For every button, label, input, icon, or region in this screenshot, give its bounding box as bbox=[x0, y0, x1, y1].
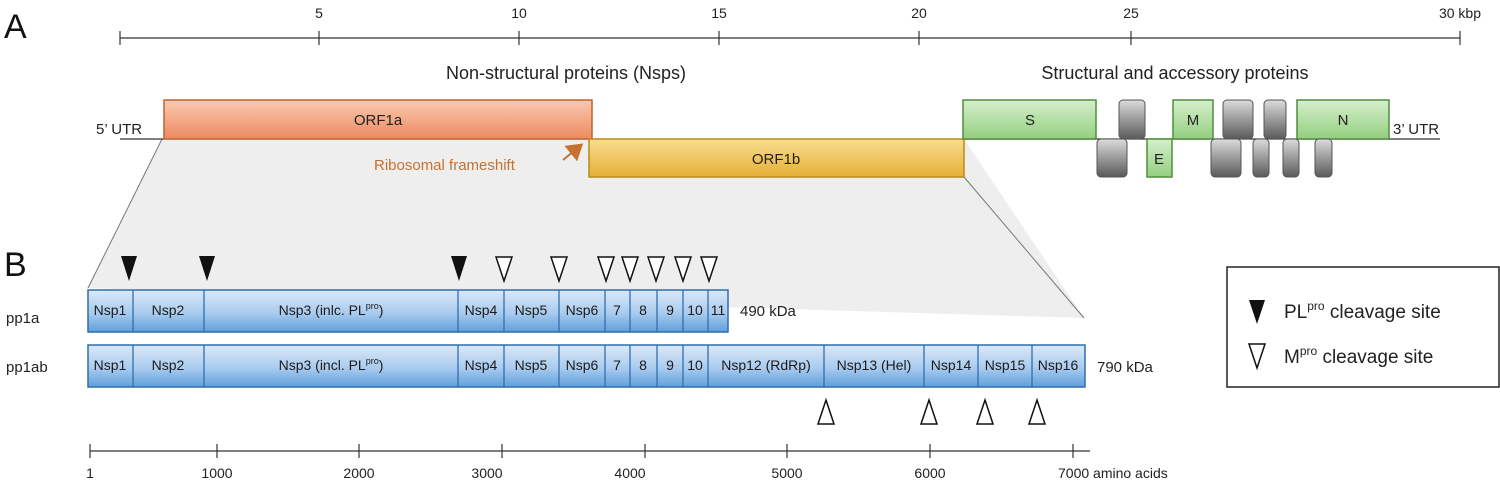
pp1a-segment: Nsp5 bbox=[515, 302, 548, 318]
pp1ab-segment: Nsp14 bbox=[931, 357, 972, 373]
pp1a-bar: Nsp1 Nsp2 Nsp3 (inlc. PLpro) Nsp4 Nsp5 N… bbox=[87, 289, 729, 333]
pp1ab-bar: Nsp1 Nsp2 Nsp3 (incl. PLpro) Nsp4 Nsp5 N… bbox=[87, 344, 1086, 388]
accessory-orfs bbox=[1096, 99, 1333, 178]
aa-tick-label: 4000 bbox=[614, 465, 645, 481]
nucleocapsid-label: N bbox=[1338, 112, 1349, 129]
genome-axis-unit: 30 kbp bbox=[1439, 5, 1481, 21]
utr3-label: 3’ UTR bbox=[1393, 121, 1439, 138]
pp1ab-segment: Nsp13 (Hel) bbox=[837, 357, 912, 373]
aa-tick-label: 6000 bbox=[914, 465, 945, 481]
spike-label: S bbox=[1025, 112, 1035, 129]
m-cleavage-markers bbox=[494, 256, 719, 284]
pp1ab-mass: 790 kDa bbox=[1097, 359, 1154, 376]
nucleocapsid-block: N bbox=[1296, 99, 1390, 140]
pp1ab-segment: 10 bbox=[687, 357, 703, 373]
envelope-label: E bbox=[1154, 151, 1164, 168]
pl-cleavage-legend-label: PLpro cleavage site bbox=[1284, 299, 1441, 323]
pp1ab-segment: 7 bbox=[613, 357, 621, 373]
pp1a-mass: 490 kDa bbox=[740, 303, 797, 320]
amino-acid-axis: 1 1000 2000 3000 4000 5000 6000 7000 ami… bbox=[86, 444, 1168, 481]
pp1ab-segment: Nsp12 (RdRp) bbox=[721, 357, 810, 373]
genome-tick-label: 15 bbox=[711, 5, 727, 21]
pl-cleavage-legend-icon bbox=[1249, 300, 1265, 324]
frameshift-arrow bbox=[562, 143, 584, 162]
pp1ab-segment: Nsp6 bbox=[566, 357, 599, 373]
membrane-block: M bbox=[1172, 99, 1214, 140]
aa-tick-label: 1 bbox=[86, 465, 94, 481]
pp1ab-segment: 8 bbox=[639, 357, 647, 373]
pp1ab-segment: Nsp5 bbox=[515, 357, 548, 373]
genome-tick-label: 25 bbox=[1123, 5, 1139, 21]
projection-right-edge bbox=[963, 176, 1085, 319]
aa-axis-last-label: 7000 amino acids bbox=[1058, 465, 1168, 481]
pp1a-segment: 7 bbox=[613, 302, 621, 318]
pp1ab-label: pp1ab bbox=[6, 359, 48, 376]
pp1a-segment: 9 bbox=[666, 302, 674, 318]
pp1a-segment: Nsp4 bbox=[465, 302, 498, 318]
panel-label-b: B bbox=[4, 246, 27, 284]
pp1a-segment: 10 bbox=[687, 302, 703, 318]
pp1ab-segment: Nsp16 bbox=[1038, 357, 1079, 373]
aa-tick-label: 1000 bbox=[201, 465, 232, 481]
utr5-label: 5’ UTR bbox=[96, 121, 142, 138]
orf1a-block: ORF1a bbox=[163, 99, 593, 140]
envelope-block: E bbox=[1146, 138, 1173, 178]
pp1ab-segment: Nsp2 bbox=[152, 357, 185, 373]
spike-block: S bbox=[962, 99, 1097, 140]
aa-tick-label: 3000 bbox=[471, 465, 502, 481]
structural-heading: Structural and accessory proteins bbox=[1041, 63, 1308, 83]
pp1ab-segment: Nsp4 bbox=[465, 357, 498, 373]
nonstructural-heading: Non-structural proteins (Nsps) bbox=[446, 63, 686, 83]
orf1b-label: ORF1b bbox=[752, 151, 800, 168]
m-cleavage-legend-label: Mpro cleavage site bbox=[1284, 344, 1433, 368]
pp1a-segment: 11 bbox=[711, 302, 726, 318]
membrane-label: M bbox=[1187, 112, 1200, 129]
orf1a-label: ORF1a bbox=[354, 112, 403, 129]
legend: PLpro cleavage site Mpro cleavage site bbox=[1226, 266, 1500, 388]
genome-tick-label: 5 bbox=[315, 5, 323, 21]
panel-label-a: A bbox=[4, 8, 27, 46]
m-cleavage-legend-icon bbox=[1247, 343, 1267, 371]
aa-tick-label: 2000 bbox=[343, 465, 374, 481]
genome-axis: 5 10 15 20 25 30 kbp bbox=[119, 5, 1481, 45]
genome-tick-label: 10 bbox=[511, 5, 527, 21]
pl-cleavage-markers bbox=[121, 256, 467, 281]
pp1ab-segment: Nsp15 bbox=[985, 357, 1026, 373]
pp1ab-segment: Nsp1 bbox=[94, 357, 127, 373]
frameshift-label: Ribosomal frameshift bbox=[374, 157, 516, 174]
pp1a-segment-nsp3: Nsp3 (inlc. PLpro) bbox=[279, 301, 384, 318]
projection-shade bbox=[88, 139, 1084, 318]
m-cleavage-markers-lower bbox=[816, 397, 1047, 425]
pp1a-segment: Nsp2 bbox=[152, 302, 185, 318]
projection-left-edge bbox=[87, 138, 163, 289]
pp1ab-segment-nsp3: Nsp3 (incl. PLpro) bbox=[279, 356, 384, 373]
pp1ab-segment: 9 bbox=[666, 357, 674, 373]
genome-tick-label: 20 bbox=[911, 5, 927, 21]
pp1a-segment: Nsp6 bbox=[566, 302, 599, 318]
pp1a-label: pp1a bbox=[6, 310, 40, 327]
pp1a-segment: Nsp1 bbox=[94, 302, 127, 318]
orf1b-block: ORF1b bbox=[588, 138, 965, 178]
pp1a-segment: 8 bbox=[639, 302, 647, 318]
aa-tick-label: 5000 bbox=[771, 465, 802, 481]
